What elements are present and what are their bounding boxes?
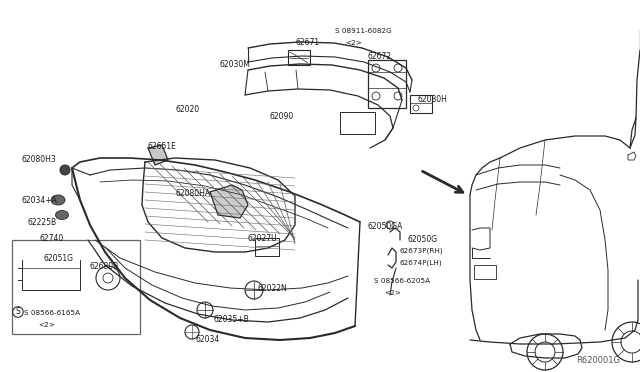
Text: 62080HA: 62080HA bbox=[176, 189, 211, 198]
Text: S 08911-6082G: S 08911-6082G bbox=[335, 28, 392, 34]
Bar bbox=[288, 50, 310, 65]
Text: <2>: <2> bbox=[345, 40, 362, 46]
Text: R620001G: R620001G bbox=[576, 356, 620, 365]
Polygon shape bbox=[148, 145, 168, 165]
Text: 62673P(RH): 62673P(RH) bbox=[400, 248, 444, 254]
Polygon shape bbox=[210, 185, 248, 218]
Text: 62034: 62034 bbox=[196, 335, 220, 344]
Ellipse shape bbox=[51, 195, 65, 205]
Ellipse shape bbox=[56, 211, 68, 219]
Text: 62651E: 62651E bbox=[148, 142, 177, 151]
Circle shape bbox=[60, 165, 70, 175]
Text: 62030M: 62030M bbox=[220, 60, 251, 69]
Text: 62671: 62671 bbox=[296, 38, 320, 47]
Text: 62740: 62740 bbox=[40, 234, 64, 243]
Bar bbox=[12, 240, 140, 334]
Bar bbox=[368, 60, 406, 108]
Text: 62080H3: 62080H3 bbox=[22, 155, 57, 164]
Text: 62672: 62672 bbox=[368, 52, 392, 61]
Text: 62090: 62090 bbox=[270, 112, 294, 121]
Text: 62034+A: 62034+A bbox=[22, 196, 58, 205]
Text: S 08566-6165A: S 08566-6165A bbox=[24, 310, 80, 316]
Text: S 08566-6205A: S 08566-6205A bbox=[374, 278, 430, 284]
Text: 62050G: 62050G bbox=[408, 235, 438, 244]
Text: 62051G: 62051G bbox=[44, 254, 74, 263]
Text: S: S bbox=[15, 308, 20, 317]
Text: 62020: 62020 bbox=[176, 105, 200, 114]
Bar bbox=[410, 95, 432, 113]
Text: 62027U: 62027U bbox=[248, 234, 278, 243]
Text: <2>: <2> bbox=[38, 322, 55, 328]
Bar bbox=[255, 238, 279, 256]
Text: 62035+B: 62035+B bbox=[214, 315, 250, 324]
Text: <2>: <2> bbox=[384, 290, 401, 296]
Text: 62674P(LH): 62674P(LH) bbox=[400, 260, 443, 266]
Text: 62022N: 62022N bbox=[258, 284, 288, 293]
Text: 62225B: 62225B bbox=[28, 218, 57, 227]
Bar bbox=[340, 112, 375, 134]
Bar bbox=[474, 265, 496, 279]
Text: 62050GA: 62050GA bbox=[368, 222, 403, 231]
Text: 62680B: 62680B bbox=[90, 262, 119, 271]
Text: 62080H: 62080H bbox=[418, 95, 448, 104]
